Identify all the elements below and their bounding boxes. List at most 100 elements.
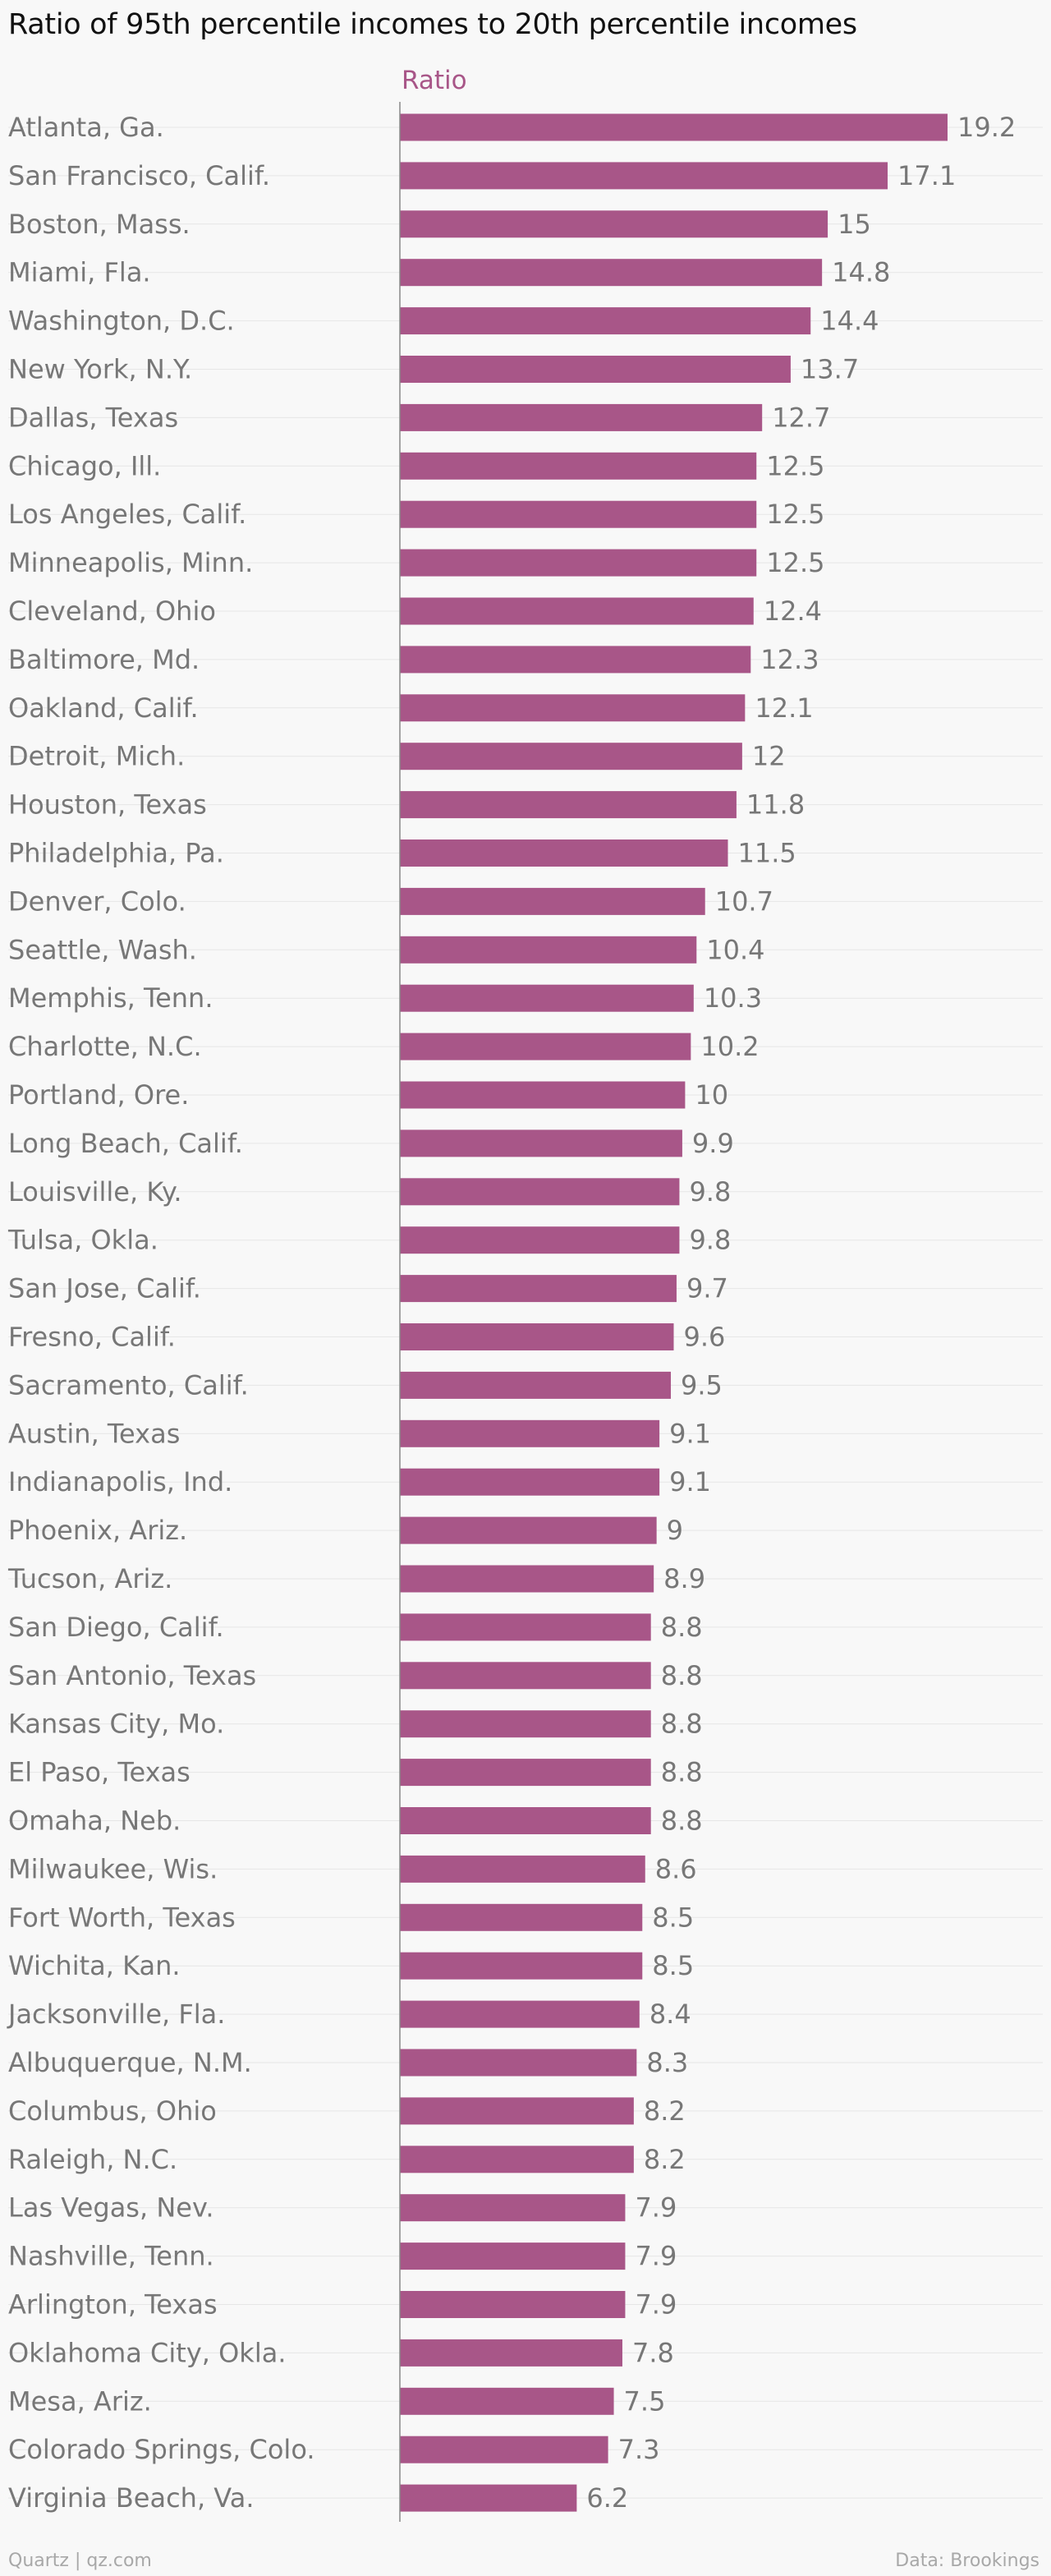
category-label: Denver, Colo. [8, 886, 186, 917]
bar [400, 2291, 626, 2318]
value-label: 12.5 [766, 547, 824, 578]
value-label: 19.2 [957, 112, 1016, 143]
bar [400, 113, 948, 141]
category-label: Charlotte, N.C. [8, 1031, 202, 1062]
category-label: Milwaukee, Wis. [8, 1853, 218, 1884]
value-label: 9.1 [669, 1418, 711, 1449]
category-label: Colorado Springs, Colo. [8, 2434, 315, 2465]
category-label: Las Vegas, Nev. [8, 2192, 214, 2224]
category-label: Dallas, Texas [8, 402, 178, 433]
value-label: 7.9 [635, 2241, 677, 2272]
category-label: Atlanta, Ga. [8, 112, 164, 143]
chart-title: Ratio of 95th percentile incomes to 20th… [8, 8, 857, 41]
bar [400, 1371, 672, 1399]
category-label: Indianapolis, Ind. [8, 1466, 232, 1497]
bar [400, 2242, 626, 2270]
bar [400, 1468, 660, 1496]
value-label: 14.8 [832, 257, 890, 288]
value-label: 7.8 [632, 2337, 674, 2368]
value-label: 7.9 [635, 2192, 677, 2224]
value-label: 10.2 [700, 1031, 759, 1062]
category-label: Washington, D.C. [8, 306, 235, 337]
bar [400, 1952, 643, 1980]
category-label: Fresno, Calif. [8, 1322, 176, 1353]
category-label: Columbus, Ohio [8, 2095, 217, 2127]
value-label: 8.8 [661, 1757, 703, 1788]
bar [400, 1129, 682, 1157]
value-label: 9.1 [669, 1466, 711, 1497]
category-label: Albuquerque, N.M. [8, 2047, 252, 2078]
value-label: 6.2 [586, 2482, 628, 2514]
bar [400, 1419, 660, 1447]
value-label: 8.3 [646, 2047, 688, 2078]
bar [400, 356, 791, 383]
value-label: 8.8 [661, 1660, 703, 1691]
bar [400, 307, 811, 335]
bar [400, 1903, 643, 1931]
value-label: 8.6 [655, 1853, 697, 1884]
bar [400, 2436, 608, 2463]
bar [400, 1323, 674, 1350]
bar [400, 2387, 614, 2415]
value-label: 12.7 [772, 402, 830, 433]
bar [400, 2097, 634, 2125]
category-label: Oakland, Calif. [8, 692, 199, 724]
value-label: 14.4 [820, 306, 879, 337]
category-label: Kansas City, Mo. [8, 1709, 224, 1740]
value-label: 12.5 [766, 450, 824, 481]
category-label: Miami, Fla. [8, 257, 151, 288]
bar [400, 646, 751, 674]
value-label: 9.5 [681, 1369, 723, 1401]
bar [400, 1226, 680, 1254]
value-label: 8.8 [661, 1806, 703, 1837]
category-label: Houston, Texas [8, 789, 207, 821]
bar [400, 1081, 686, 1109]
bar [400, 1275, 677, 1303]
data-source: Data: Brookings [895, 2551, 1040, 2571]
value-label: 9.7 [686, 1273, 728, 1304]
value-label: 8.4 [649, 1999, 691, 2030]
category-label: Cleveland, Ohio [8, 596, 216, 627]
category-label: Phoenix, Ariz. [8, 1515, 187, 1546]
value-label: 8.8 [661, 1612, 703, 1643]
category-label: Chicago, Ill. [8, 450, 161, 481]
category-label: Fort Worth, Texas [8, 1902, 236, 1933]
value-label: 12.5 [766, 499, 824, 530]
category-label: Raleigh, N.C. [8, 2144, 177, 2175]
value-label: 9.8 [689, 1225, 731, 1256]
legend-label: Ratio [402, 66, 467, 95]
value-label: 7.3 [618, 2434, 660, 2465]
bar [400, 1759, 651, 1787]
source-credit: Quartz | qz.com [8, 2551, 152, 2571]
value-label: 8.2 [644, 2144, 686, 2175]
value-label: 12.1 [755, 692, 813, 724]
bar [400, 2049, 637, 2077]
category-label: Detroit, Mich. [8, 741, 185, 772]
category-label: Omaha, Neb. [8, 1806, 181, 1837]
category-label: Virginia Beach, Va. [8, 2482, 254, 2514]
bar [400, 1662, 651, 1690]
category-label: Jacksonville, Fla. [7, 1999, 225, 2030]
bar [400, 500, 757, 528]
value-label: 7.5 [624, 2385, 666, 2417]
bar [400, 2194, 626, 2222]
bar [400, 2000, 640, 2028]
bar [400, 1710, 651, 1738]
value-label: 11.8 [746, 789, 805, 821]
category-label: San Francisco, Calif. [8, 160, 270, 191]
bar [400, 694, 746, 722]
category-label: San Diego, Calif. [8, 1612, 224, 1643]
bar [400, 403, 763, 431]
value-label: 17.1 [897, 160, 956, 191]
category-label: Arlington, Texas [8, 2289, 218, 2321]
category-label: Baltimore, Md. [8, 644, 200, 675]
value-label: 11.5 [738, 838, 796, 869]
category-label: Wichita, Kan. [8, 1950, 181, 1981]
category-label: Louisville, Ky. [8, 1176, 182, 1208]
bar [400, 1033, 691, 1060]
category-label: New York, N.Y. [8, 354, 192, 385]
category-label: Seattle, Wash. [8, 934, 197, 965]
bar [400, 1565, 654, 1593]
value-label: 8.9 [663, 1563, 705, 1594]
bar [400, 791, 737, 819]
